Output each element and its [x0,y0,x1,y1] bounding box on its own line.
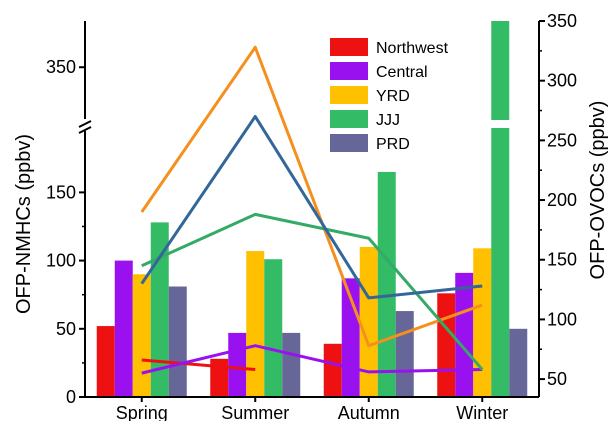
bar-jjj-winter [491,21,510,397]
left-tick-label: 0 [66,387,76,407]
left-tick-label: 150 [46,182,76,202]
right-tick-label: 150 [547,250,577,270]
ovoc-line-central [141,344,483,375]
bar-northwest-autumn [323,343,342,397]
legend: Northwest Central YRD JJJ PRD [330,38,449,153]
axis-break-mark-2 [78,126,92,134]
legend-swatch-yrd [330,86,368,104]
bar-jjj-summer [264,259,283,397]
legend-label-jjj: JJJ [376,112,400,129]
bar-central-winter [455,272,474,397]
right-tick-label: 350 [547,11,577,31]
axis-break-mark-1 [78,120,92,128]
x-tick-label-winter: Winter [456,403,508,421]
bar-central-spring [114,260,133,397]
left-tick-label: 100 [46,251,76,271]
left-axis-title: OFP-NMHCs (ppbv) [13,134,35,314]
x-tick-label-summer: Summer [221,403,289,421]
ovoc-line-yrd [140,45,483,348]
bar-central-summer [228,332,247,397]
legend-swatch-prd [330,134,368,152]
ovoc-line-prd [140,114,483,300]
bar-jjj-autumn [377,171,396,397]
legend-swatch-jjj [330,110,368,128]
bar-northwest-winter [437,293,456,397]
legend-label-yrd: YRD [376,88,410,105]
bar-prd-summer [282,332,301,397]
legend-label-prd: PRD [376,136,410,153]
bar-break-gap [490,120,511,128]
ovoc-line-northwest [141,358,256,372]
right-axis-title: OFP-OVOCs (ppbv) [587,101,609,280]
right-axis: 50 100 150 200 250 300 350 [539,11,577,389]
left-tick-label: 350 [46,57,76,77]
left-axis: 0 50 100 150 350 [46,57,85,407]
plot-frame [78,21,540,398]
x-axis: Spring Summer Autumn Winter [116,397,508,421]
right-tick-label: 200 [547,190,577,210]
right-tick-label: 50 [547,369,567,389]
legend-label-central: Central [376,64,428,81]
bar-prd-autumn [395,311,414,397]
legend-label-northwest: Northwest [376,40,449,57]
bar-yrd-winter [473,248,492,397]
legend-swatch-northwest [330,38,368,56]
legend-swatch-central [330,62,368,80]
ovoc-line-jjj [141,212,484,371]
right-tick-label: 100 [547,309,577,329]
bar-yrd-spring [132,274,151,397]
bar-prd-spring [168,286,187,397]
bar-yrd-autumn [359,246,378,397]
bar-prd-winter [509,328,528,397]
x-tick-label-autumn: Autumn [338,403,400,421]
bar-northwest-spring [96,326,115,397]
left-tick-label: 50 [56,319,76,339]
right-tick-label: 250 [547,130,577,150]
bar-yrd-summer [246,251,265,397]
x-tick-label-spring: Spring [116,403,168,421]
ovoc-lines-group [140,45,484,375]
right-tick-label: 300 [547,71,577,91]
